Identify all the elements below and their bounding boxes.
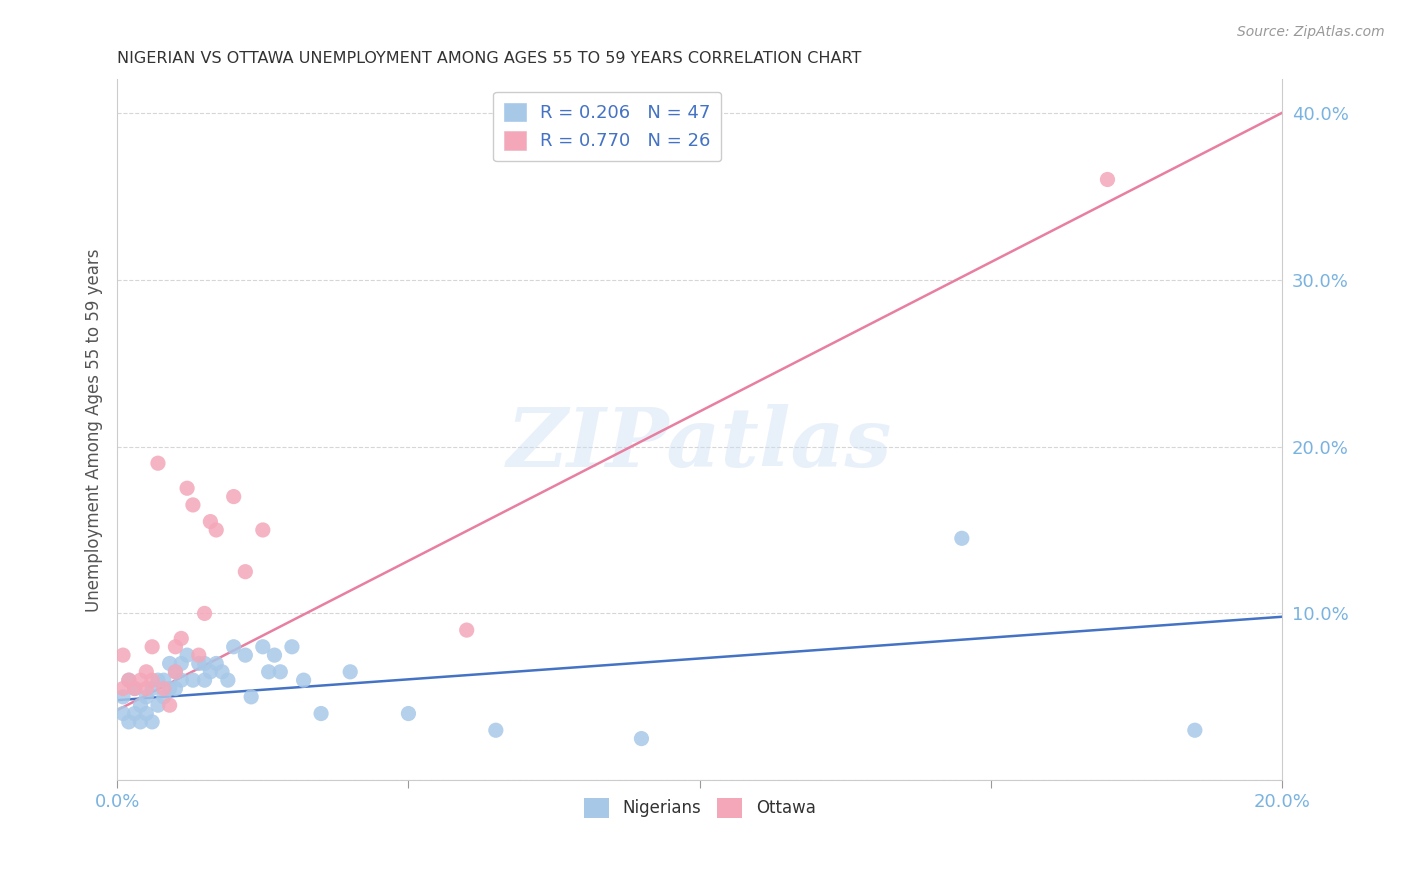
Point: [124, 681, 146, 696]
Point: [630, 731, 652, 746]
Point: [165, 665, 187, 679]
Point: [146, 456, 169, 470]
Point: [281, 640, 304, 654]
Point: [159, 698, 181, 713]
Point: [170, 657, 193, 671]
Point: [200, 665, 222, 679]
Point: [124, 706, 146, 721]
Point: [176, 648, 198, 662]
Point: [124, 681, 146, 696]
Point: [165, 681, 187, 696]
Point: [129, 673, 152, 688]
Point: [252, 523, 274, 537]
Point: [141, 681, 163, 696]
Point: [152, 673, 174, 688]
Point: [111, 690, 134, 704]
Point: [252, 640, 274, 654]
Point: [176, 481, 198, 495]
Y-axis label: Unemployment Among Ages 55 to 59 years: Unemployment Among Ages 55 to 59 years: [86, 248, 103, 612]
Point: [1097, 172, 1119, 186]
Legend: Nigerians, Ottawa: Nigerians, Ottawa: [576, 791, 823, 824]
Point: [129, 698, 152, 713]
Point: [181, 673, 204, 688]
Point: [339, 665, 361, 679]
Point: [193, 673, 215, 688]
Text: Source: ZipAtlas.com: Source: ZipAtlas.com: [1237, 25, 1385, 39]
Point: [111, 706, 134, 721]
Point: [118, 714, 141, 729]
Point: [135, 690, 157, 704]
Point: [1184, 723, 1206, 738]
Point: [159, 681, 181, 696]
Point: [193, 657, 215, 671]
Point: [222, 640, 245, 654]
Point: [187, 657, 209, 671]
Text: NIGERIAN VS OTTAWA UNEMPLOYMENT AMONG AGES 55 TO 59 YEARS CORRELATION CHART: NIGERIAN VS OTTAWA UNEMPLOYMENT AMONG AG…: [117, 51, 862, 66]
Point: [222, 490, 245, 504]
Text: ZIPatlas: ZIPatlas: [508, 404, 893, 483]
Point: [187, 648, 209, 662]
Point: [456, 623, 478, 637]
Point: [200, 515, 222, 529]
Point: [152, 690, 174, 704]
Point: [950, 531, 973, 545]
Point: [135, 665, 157, 679]
Point: [159, 657, 181, 671]
Point: [211, 665, 233, 679]
Point: [141, 714, 163, 729]
Point: [485, 723, 508, 738]
Point: [165, 665, 187, 679]
Point: [170, 673, 193, 688]
Point: [205, 657, 228, 671]
Point: [269, 665, 291, 679]
Point: [233, 648, 256, 662]
Point: [263, 648, 285, 662]
Point: [146, 673, 169, 688]
Point: [135, 681, 157, 696]
Point: [111, 648, 134, 662]
Point: [205, 523, 228, 537]
Point: [181, 498, 204, 512]
Point: [240, 690, 263, 704]
Point: [129, 714, 152, 729]
Point: [118, 673, 141, 688]
Point: [111, 681, 134, 696]
Point: [170, 632, 193, 646]
Point: [165, 640, 187, 654]
Point: [135, 706, 157, 721]
Point: [146, 698, 169, 713]
Point: [118, 673, 141, 688]
Point: [152, 681, 174, 696]
Point: [398, 706, 420, 721]
Point: [233, 565, 256, 579]
Point: [193, 607, 215, 621]
Point: [292, 673, 315, 688]
Point: [141, 640, 163, 654]
Point: [309, 706, 332, 721]
Point: [141, 673, 163, 688]
Point: [217, 673, 239, 688]
Point: [257, 665, 280, 679]
